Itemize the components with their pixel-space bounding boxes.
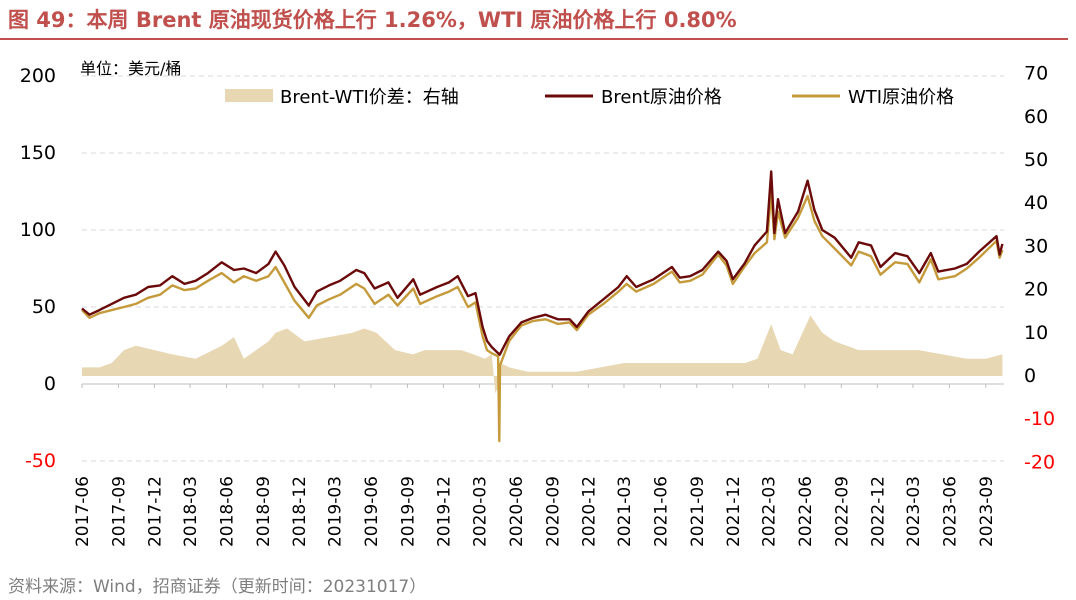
- x-tick-label: 2023-03: [904, 476, 924, 547]
- x-tick-label: 2022-12: [868, 476, 888, 547]
- right-tick-label: 70: [1024, 63, 1048, 85]
- x-tick-label: 2021-03: [615, 476, 635, 547]
- x-tick-label: 2017-12: [145, 476, 165, 547]
- spread-area: [82, 315, 1003, 394]
- x-tick-label: 2022-03: [759, 476, 779, 547]
- oil-price-chart: -50 0 50 100 150 200 -20 -10 0 10 20 30 40 50 60 70 20…: [20, 59, 1055, 547]
- x-tick-label: 2017-06: [73, 476, 93, 547]
- left-tick-label: 150: [20, 142, 56, 164]
- right-tick-label: 30: [1024, 235, 1048, 257]
- legend-swatch-spread: [225, 89, 273, 102]
- brent-price-line: [81, 170, 1004, 356]
- source-note: 资料来源：Wind，招商证券（更新时间：20231017）: [8, 577, 427, 597]
- x-tick-label: 2023-06: [940, 476, 960, 547]
- x-tick-label: 2019-03: [326, 476, 346, 547]
- right-tick-label: 40: [1024, 192, 1048, 214]
- right-tick-label: -20: [1024, 451, 1055, 473]
- x-tick-label: 2021-09: [688, 476, 708, 547]
- x-tick-label: 2017-09: [109, 476, 129, 547]
- x-tick-label: 2019-06: [362, 476, 382, 547]
- legend-label-spread: Brent-WTI价差：右轴: [280, 87, 459, 108]
- legend: Brent-WTI价差：右轴 Brent原油价格 WTI原油价格: [225, 87, 954, 108]
- unit-label: 单位：美元/桶: [80, 59, 181, 78]
- x-tick-label: 2018-03: [181, 476, 201, 547]
- figure-title: 图 49：本周 Brent 原油现货价格上行 1.26%，WTI 原油价格上行 …: [8, 8, 737, 32]
- x-tick-label: 2020-09: [543, 476, 563, 547]
- right-tick-label: 10: [1024, 322, 1048, 344]
- left-axis-ticks: -50 0 50 100 150 200: [20, 65, 56, 472]
- x-axis-ticks: 2017-06 2017-09 2017-12 2018-03 2018-06 2018-…: [73, 384, 997, 547]
- x-tick-label: 2021-06: [651, 476, 671, 547]
- grid-lines: [82, 75, 1004, 462]
- x-tick-label: 2020-03: [470, 476, 490, 547]
- x-tick-label: 2022-09: [832, 476, 852, 547]
- legend-label-wti: WTI原油价格: [848, 87, 954, 108]
- right-tick-label: 50: [1024, 149, 1048, 171]
- left-tick-label: 50: [32, 296, 56, 318]
- left-tick-label: 0: [44, 373, 56, 395]
- x-tick-label: 2023-09: [977, 476, 997, 547]
- x-tick-label: 2018-09: [254, 476, 274, 547]
- wti-price-line: [81, 191, 1004, 443]
- left-tick-label: 200: [20, 65, 56, 87]
- x-tick-label: 2018-12: [290, 476, 310, 547]
- right-axis-ticks: -20 -10 0 10 20 30 40 50 60 70: [1024, 63, 1055, 474]
- x-tick-label: 2020-12: [579, 476, 599, 547]
- price-line-series: [81, 170, 1004, 443]
- right-tick-label: 60: [1024, 106, 1048, 128]
- spread-area-series: [82, 315, 1003, 394]
- right-tick-label: 20: [1024, 279, 1048, 301]
- x-tick-label: 2019-09: [398, 476, 418, 547]
- x-tick-label: 2020-06: [507, 476, 527, 547]
- left-tick-label: -50: [25, 450, 56, 472]
- x-tick-label: 2018-06: [217, 476, 237, 547]
- legend-label-brent: Brent原油价格: [601, 87, 722, 108]
- x-tick-label: 2021-12: [724, 476, 744, 547]
- left-tick-label: 100: [20, 219, 56, 241]
- right-tick-label: -10: [1024, 408, 1055, 430]
- title-divider: [0, 38, 1068, 40]
- x-tick-label: 2019-12: [434, 476, 454, 547]
- right-tick-label: 0: [1024, 365, 1036, 387]
- x-tick-label: 2022-06: [796, 476, 816, 547]
